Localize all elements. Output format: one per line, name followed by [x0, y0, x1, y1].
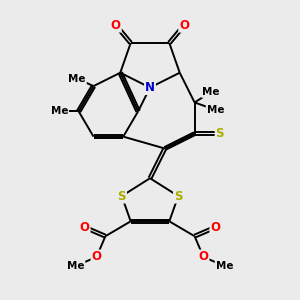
Text: O: O [199, 250, 208, 263]
Text: Me: Me [207, 105, 224, 115]
Text: S: S [174, 190, 182, 202]
Text: Me: Me [216, 261, 233, 271]
Text: Me: Me [51, 106, 68, 116]
Text: Me: Me [68, 74, 86, 84]
Text: S: S [118, 190, 126, 202]
Text: O: O [80, 221, 90, 234]
Text: N: N [145, 81, 155, 94]
Text: S: S [216, 127, 224, 140]
Text: O: O [92, 250, 101, 263]
Text: O: O [179, 19, 189, 32]
Text: Me: Me [202, 87, 220, 97]
Text: O: O [210, 221, 220, 234]
Text: O: O [111, 19, 121, 32]
Text: Me: Me [67, 261, 84, 271]
